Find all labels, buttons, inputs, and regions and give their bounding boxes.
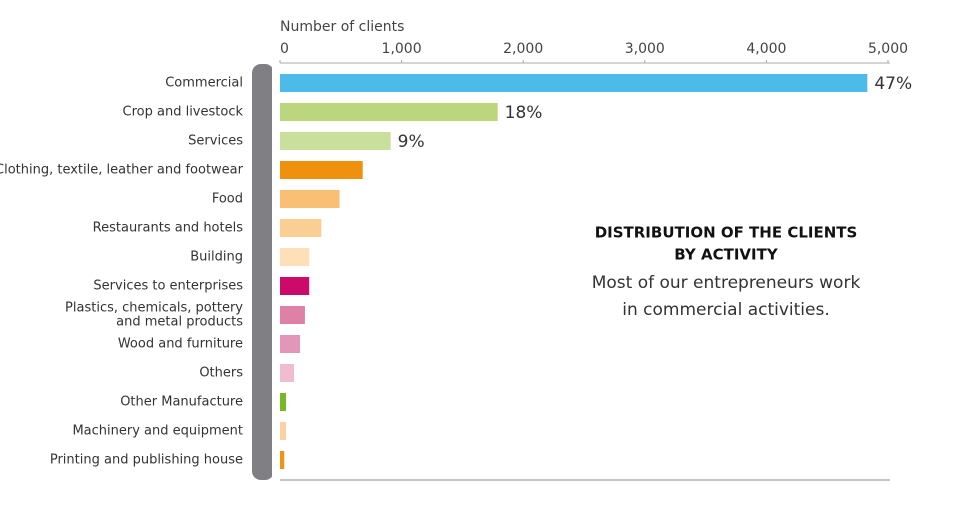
x-tick-label: 2,000 — [503, 41, 543, 57]
bar — [280, 451, 285, 469]
x-tick-label: 3,000 — [625, 41, 665, 57]
y-tick-label: Wood and furniture — [118, 337, 243, 352]
y-tick-label: Restaurants and hotels — [93, 221, 244, 236]
x-axis-label: Number of clients — [280, 19, 404, 35]
x-tick-label: 4,000 — [746, 41, 786, 57]
y-tick-label: Other Manufacture — [120, 395, 243, 410]
y-tick-label: Others — [199, 366, 243, 381]
bar — [280, 219, 322, 237]
bar — [280, 277, 310, 295]
bar — [280, 161, 363, 179]
share-label: 47% — [874, 74, 912, 94]
y-tick-label: Food — [212, 192, 243, 207]
bar — [280, 190, 340, 208]
x-tick-label: 1,000 — [382, 41, 422, 57]
bar — [280, 393, 287, 411]
y-tick-label: Plastics, chemicals, pottery — [65, 301, 243, 316]
bracket — [252, 64, 274, 480]
y-tick-label: Building — [190, 250, 243, 265]
y-tick-label: Services — [188, 134, 243, 149]
bar — [280, 364, 294, 382]
bar — [280, 132, 391, 150]
bar — [280, 74, 868, 92]
bracket-mask — [272, 64, 280, 480]
y-tick-label: and metal products — [116, 315, 243, 330]
annotation-title: BY ACTIVITY — [674, 246, 779, 264]
share-label: 9% — [398, 132, 425, 152]
y-tick-label: Services to enterprises — [93, 279, 243, 294]
x-tick-label: 0 — [280, 41, 289, 57]
x-tick-label: 5,000 — [868, 41, 908, 57]
y-tick-label: Printing and publishing house — [50, 453, 243, 468]
bar — [280, 306, 305, 324]
y-tick-label: Machinery and equipment — [72, 424, 243, 439]
bar — [280, 248, 310, 266]
share-label: 18% — [505, 103, 543, 123]
annotation-text: in commercial activities. — [622, 300, 830, 320]
bar — [280, 335, 301, 353]
annotation-title: DISTRIBUTION OF THE CLIENTS — [595, 224, 858, 242]
bar — [280, 422, 287, 440]
y-tick-label: Commercial — [165, 76, 243, 91]
bar — [280, 103, 498, 121]
y-tick-label: Crop and livestock — [123, 105, 244, 120]
annotation-text: Most of our entrepreneurs work — [592, 273, 861, 293]
y-tick-label: Clothing, textile, leather and footwear — [0, 163, 244, 178]
